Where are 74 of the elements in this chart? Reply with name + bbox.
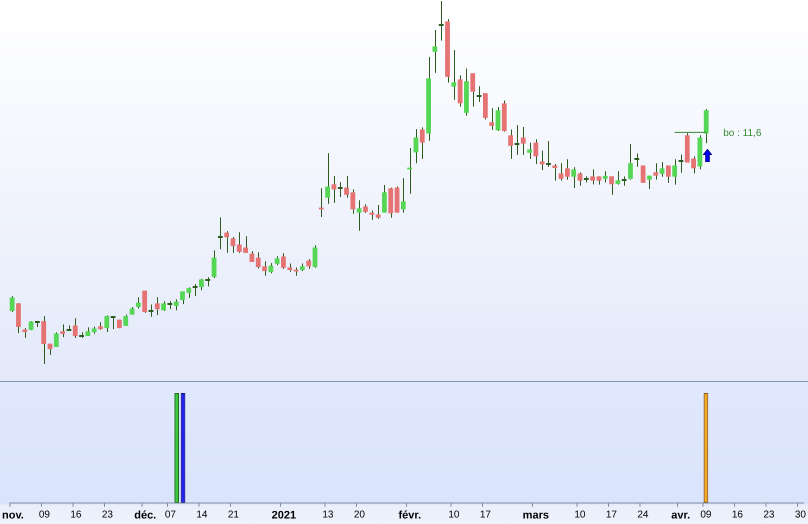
x-tick-label: 07 [164,510,176,521]
candlestick [148,304,154,318]
candlestick [414,128,418,164]
x-tick-label: 30 [794,510,806,521]
candlestick [660,162,664,178]
candlestick [628,144,633,180]
x-tick-label: 13 [322,510,334,521]
candlestick [325,152,330,204]
candlestick [552,163,558,182]
x-tick-label: 23 [102,510,114,521]
candlestick [470,72,476,108]
candlestick [476,86,482,102]
candlestick [634,152,640,168]
candlestick [571,166,576,188]
candlestick [546,140,551,168]
candlestick [268,262,274,274]
candlestick [136,296,141,309]
candlestick [274,256,280,266]
candlestick [306,258,312,270]
candlestick [16,302,21,334]
candlestick [458,74,463,108]
candlestick [54,332,59,348]
candlestick [407,148,412,194]
x-tick-label: déc. [134,509,156,522]
x-tick-label: avr. [671,509,690,522]
candlestick [312,244,318,268]
x-tick-label: 09 [700,510,712,521]
x-tick-label: 23 [763,510,775,521]
x-tick-label: 24 [637,510,649,521]
x-tick-label: févr. [398,509,422,522]
x-tick-label: 09 [38,510,50,521]
candlestick [666,164,671,184]
candlestick [60,324,66,338]
x-tick-label: 10 [574,510,586,521]
x-tick-label: 16 [732,510,744,521]
x-tick-label: 17 [480,510,492,521]
candlestick [672,158,678,186]
x-tick-label: 16 [70,510,82,521]
candlestick [110,316,116,330]
candlestick [602,170,608,183]
candlestick [123,314,128,326]
candlestick [609,176,614,196]
candlestick [496,106,500,132]
candlestick [432,30,438,74]
candlestick [218,216,223,250]
candlestick [22,328,28,338]
x-tick-label: 2021 [272,509,296,522]
candlestick [192,284,198,297]
x-tick-label: 21 [228,510,240,521]
candlestick [640,164,646,184]
candlestick [420,126,425,160]
annotation: bo : 11,6 [723,128,762,140]
candlestick [489,108,494,130]
x-tick-label: 10 [448,510,460,521]
candlestick [533,138,538,164]
candlestick [678,154,684,174]
candlestick [318,188,324,218]
candlestick [438,0,444,42]
candlestick [382,184,387,214]
x-tick-label: 17 [606,510,618,521]
candlestick [338,182,343,198]
candlestick [212,250,216,278]
x-tick-label: 14 [196,510,208,521]
candlestick [10,296,15,313]
candlestick [647,175,652,190]
x-tick-label: nov. [2,509,24,522]
candlestick [400,178,406,214]
candlestick [527,142,532,160]
x-tick-label: 20 [354,510,366,521]
candlestick [514,124,520,156]
x-tick-label: mars [522,509,549,522]
candlestick [704,108,709,144]
candlestick [205,276,210,287]
candlestick [622,176,627,186]
